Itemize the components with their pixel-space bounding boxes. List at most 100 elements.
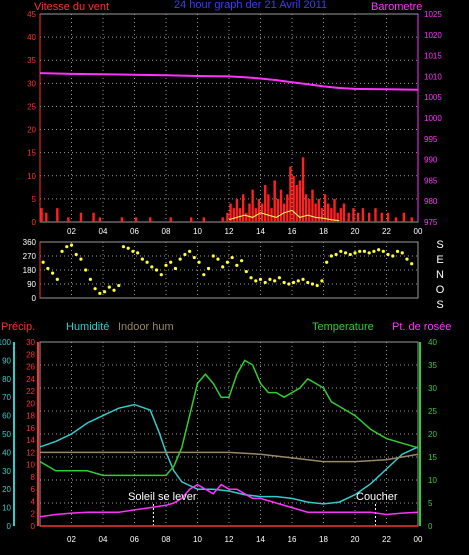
wind-direction-point	[102, 290, 107, 294]
x-tick-label: 10	[193, 227, 202, 236]
wind-direction-point	[74, 252, 78, 257]
wind-direction-point	[405, 257, 409, 261]
baro-y-tick: 985	[424, 176, 438, 185]
precip-y-tick: 4	[31, 497, 36, 506]
wind-speed-bar	[202, 217, 205, 222]
wind-speed-bar	[314, 203, 317, 222]
wind-direction-point	[140, 257, 144, 261]
precip-y-tick: 22	[26, 387, 35, 396]
precip-y-tick: 10	[26, 461, 35, 470]
wind-direction-point	[254, 279, 258, 283]
wind-direction-point	[131, 249, 135, 253]
wind-direction-point	[225, 260, 230, 264]
wind-speed-bar	[251, 189, 254, 222]
wind-speed-bar	[327, 203, 330, 222]
wind-speed-bar	[264, 185, 267, 222]
wind-direction-point	[197, 260, 201, 264]
wind-speed-bar	[169, 217, 172, 222]
x-tick-label: 12	[225, 535, 234, 544]
x-tick-label: 06	[130, 227, 139, 236]
x-tick-label: 18	[319, 535, 328, 544]
wind-speed-bar	[330, 208, 333, 222]
sunrise-annotation: Soleil se lever	[128, 491, 197, 503]
wind-direction-points	[41, 243, 414, 295]
wind-direction-point	[240, 259, 244, 263]
wind-direction-point	[400, 251, 404, 255]
compass-letter: N	[436, 269, 444, 281]
wind-speed-bar	[98, 217, 102, 222]
wind-speed-bar	[386, 212, 390, 222]
wind-speed-bar	[352, 208, 355, 222]
wind-speed-bar	[238, 208, 242, 222]
precip-y-tick: 30	[26, 338, 35, 347]
wind-speed-bar	[286, 194, 289, 222]
x-tick-label: 12	[225, 227, 234, 236]
direction-y-tick: 0	[32, 294, 37, 303]
baro-y-tick: 995	[424, 135, 438, 144]
wind-direction-point	[88, 277, 92, 281]
wind-direction-point	[112, 288, 116, 292]
wind-y-tick: 35	[27, 56, 36, 65]
wind-direction-point	[325, 260, 329, 264]
wind-direction-point	[154, 268, 159, 272]
temperature-y-tick: 0	[428, 522, 433, 531]
wind-direction-point	[362, 249, 367, 253]
wind-speed-bar	[317, 198, 320, 222]
x-tick-label: 04	[99, 227, 108, 236]
wind-speed-bar	[342, 203, 346, 222]
wind-speed-bar	[347, 212, 350, 222]
wind-direction-point	[320, 279, 324, 283]
wind-direction-ticks: 0 90 180 270 360	[23, 238, 37, 303]
x-tick-label: 20	[351, 535, 360, 544]
x-tick-label: 06	[130, 535, 139, 544]
wind-speed-bar	[276, 198, 280, 222]
wind-direction-point	[358, 249, 362, 253]
wind-direction-point	[164, 263, 168, 267]
direction-y-tick: 270	[23, 252, 37, 261]
wind-speed-bar	[221, 217, 224, 222]
wind-y-tick: 20	[27, 126, 36, 135]
wind-speed-bar	[356, 212, 360, 222]
gust-line	[228, 209, 340, 222]
humidity-y-tick: 30	[2, 467, 11, 476]
precip-y-tick: 26	[26, 363, 35, 372]
x-tick-label: 16	[288, 227, 297, 236]
wind-speed-bar	[374, 208, 377, 222]
precip-y-tick: 12	[26, 448, 35, 457]
wind-speed-bar	[410, 217, 413, 222]
indoor-hum-label: Indoor hum	[118, 321, 174, 333]
wind-direction-point	[329, 254, 333, 258]
x-tick-label: 20	[351, 227, 360, 236]
wind-direction-point	[65, 245, 69, 249]
wind-y-tick: 30	[27, 79, 36, 88]
humidity-y-tick: 50	[2, 430, 11, 439]
wind-speed-bar	[92, 212, 95, 222]
wind-direction-point	[211, 254, 215, 258]
baro-y-tick: 1010	[424, 72, 442, 81]
temperature-y-tick: 20	[428, 430, 437, 439]
wind-direction-point	[46, 266, 50, 271]
wind-direction-point	[244, 269, 248, 274]
wind-speed-bar	[232, 208, 235, 222]
wind-direction-point	[188, 249, 192, 253]
wind-y-tick: 15	[27, 149, 36, 158]
wind-chart-title: 24 hour graph der 21 Avril 2011	[174, 0, 327, 11]
wind-speed-bar	[402, 212, 406, 222]
x-tick-label: 00	[414, 535, 423, 544]
precip-y-tick: 0	[31, 522, 36, 531]
wind-speed-bar	[380, 212, 383, 222]
wind-y-tick: 45	[27, 10, 36, 19]
humidity-y-tick: 20	[2, 485, 11, 494]
precip-y-tick: 28	[26, 350, 35, 359]
wind-baro-ticks: 0510152025303540459759809859909951000100…	[27, 10, 442, 236]
humidity-y-tick: 70	[2, 393, 11, 402]
wind-direction-point	[391, 254, 395, 258]
baro-y-tick: 975	[424, 218, 438, 227]
wind-direction-point	[173, 266, 178, 271]
wind-direction-point	[339, 249, 343, 253]
wind-speed-bar	[295, 185, 298, 222]
humidity-axis-label: Humidité	[66, 321, 109, 333]
wind-direction-point	[51, 271, 55, 275]
baro-y-tick: 1000	[424, 114, 442, 123]
